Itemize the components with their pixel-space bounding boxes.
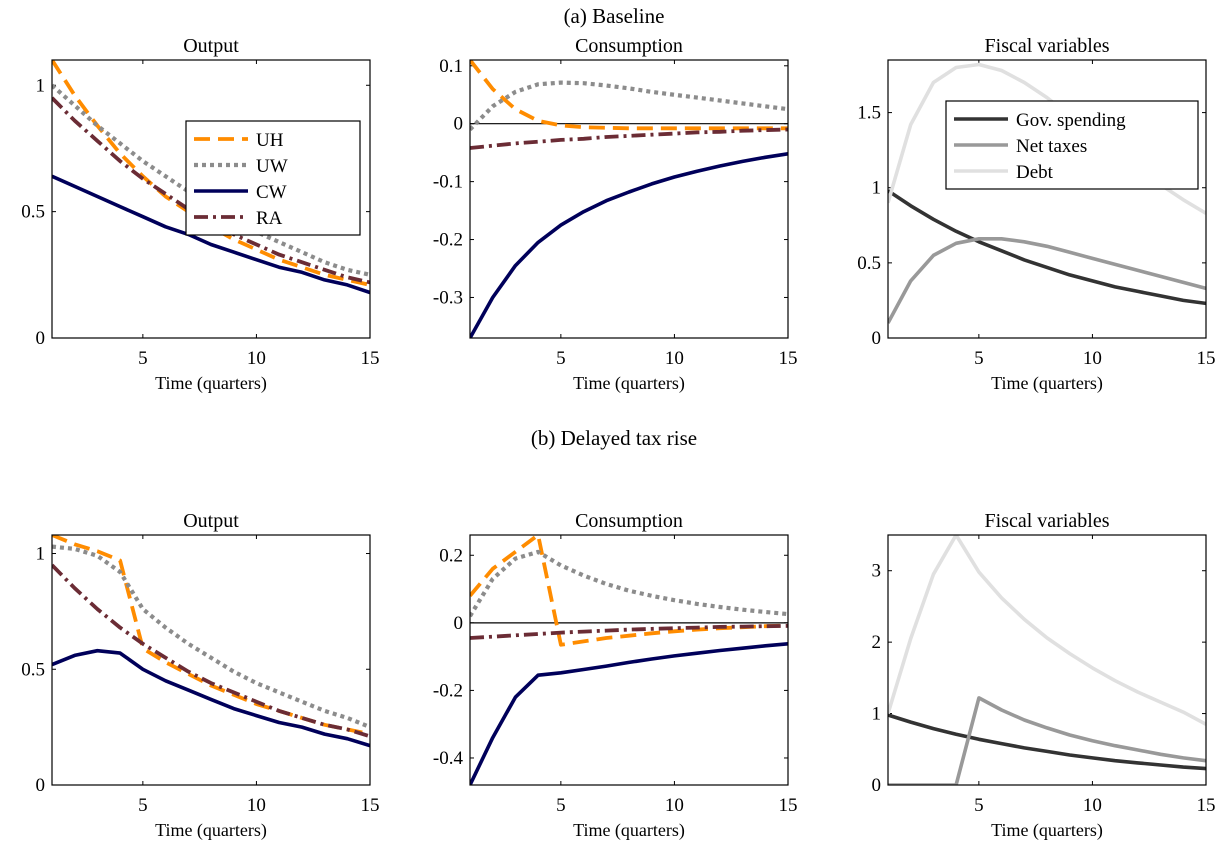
legend-label-uw: UW	[256, 156, 288, 177]
y-tick-label: 1.5	[857, 103, 881, 124]
legend-label-debt: Debt	[1016, 162, 1054, 183]
legend: Gov. spending Net taxes Debt	[946, 101, 1198, 189]
series-line-series-2	[470, 552, 788, 616]
series-line-net-taxes	[888, 239, 1206, 323]
y-tick-label: 1	[872, 178, 882, 199]
x-tick-label: 10	[1083, 795, 1102, 816]
y-tick-label: -0.2	[433, 230, 463, 251]
subplot-title: Fiscal variables	[985, 35, 1110, 57]
series-line-series-2	[470, 83, 788, 130]
x-tick-label: 15	[361, 348, 380, 369]
x-tick-label: 15	[1197, 795, 1216, 816]
x-axis-label: Time (quarters)	[991, 373, 1103, 394]
x-tick-label: 15	[361, 795, 380, 816]
x-tick-label: 5	[138, 348, 148, 369]
y-tick-label: 0.1	[439, 56, 463, 77]
y-tick-label: -0.3	[433, 287, 463, 308]
y-tick-label: 0.5	[857, 253, 881, 274]
series-line-series-3	[470, 154, 788, 338]
y-tick-label: 0	[454, 114, 464, 135]
subplot-title: Consumption	[575, 510, 683, 532]
y-tick-label: 2	[872, 632, 882, 653]
x-tick-label: 5	[556, 795, 566, 816]
x-axis-label: Time (quarters)	[155, 373, 267, 394]
y-tick-label: 1	[36, 544, 46, 565]
y-tick-label: -0.4	[433, 748, 464, 769]
legend-label-uh: UH	[256, 130, 284, 151]
subplot-a-output: Output Time (quarters) 5 10 15 0 0.5 1 UH UW CW RA	[21, 35, 379, 394]
legend-label-gov-spending: Gov. spending	[1016, 110, 1126, 131]
y-tick-label: 0	[454, 613, 464, 634]
x-tick-label: 10	[665, 795, 684, 816]
legend-label-cw: CW	[256, 182, 287, 203]
series-line-series-3	[888, 535, 1206, 724]
y-tick-label: 0	[36, 775, 46, 796]
x-axis-label: Time (quarters)	[155, 820, 267, 841]
subplot-a-fiscal-variables: Fiscal variables Time (quarters) 5 10 15 0 0.5…	[857, 35, 1215, 394]
x-tick-label: 5	[556, 348, 566, 369]
y-tick-label: 0	[36, 328, 46, 349]
x-tick-label: 15	[1197, 348, 1216, 369]
subplot-b-consumption: Consumption Time (quarters) 5 10 15 -0.4 -0.2 0…	[433, 510, 798, 841]
axes-frame	[470, 535, 788, 785]
y-tick-label: 3	[872, 561, 882, 582]
legend: UH UW CW RA	[186, 121, 360, 235]
x-tick-label: 10	[1083, 348, 1102, 369]
subplot-title: Output	[183, 35, 239, 57]
x-tick-label: 10	[665, 348, 684, 369]
y-tick-label: 0.5	[21, 659, 45, 680]
series-line-series-2	[888, 698, 1206, 785]
subplot-title: Consumption	[575, 35, 683, 57]
x-axis-label: Time (quarters)	[573, 373, 685, 394]
series-line-series-1	[52, 535, 370, 734]
subplot-title: Output	[183, 510, 239, 532]
x-tick-label: 5	[974, 795, 984, 816]
series-line-series-3	[52, 651, 370, 746]
x-tick-label: 15	[779, 348, 798, 369]
x-tick-label: 15	[779, 795, 798, 816]
legend-label-net-taxes: Net taxes	[1016, 136, 1087, 157]
y-tick-label: -0.2	[433, 680, 463, 701]
x-tick-label: 5	[974, 348, 984, 369]
x-tick-label: 10	[247, 795, 266, 816]
y-tick-label: 1	[872, 704, 882, 725]
x-axis-label: Time (quarters)	[573, 820, 685, 841]
x-tick-label: 10	[247, 348, 266, 369]
subplot-b-output: Output Time (quarters) 5 10 15 0 0.5 1	[21, 510, 379, 841]
series-line-series-3	[470, 644, 788, 785]
y-tick-label: -0.1	[433, 172, 463, 193]
series-line-series-1	[888, 715, 1206, 769]
legend-label-ra: RA	[256, 208, 283, 229]
y-tick-label: 1	[36, 75, 46, 96]
y-tick-label: 0.2	[439, 545, 463, 566]
y-tick-label: 0	[872, 328, 882, 349]
subplot-a-consumption: Consumption Time (quarters) 5 10 15 -0.3 -0.2 -…	[433, 35, 798, 394]
series-line-series-4	[470, 130, 788, 149]
series-line-series-1	[470, 60, 788, 128]
axes-frame	[470, 60, 788, 338]
subplot-b-fiscal-variables: Fiscal variables Time (quarters) 5 10 15 0 1 2 3	[872, 510, 1216, 841]
x-axis-label: Time (quarters)	[991, 820, 1103, 841]
y-tick-label: 0	[872, 775, 882, 796]
y-tick-label: 0.5	[21, 202, 45, 223]
x-tick-label: 5	[138, 795, 148, 816]
subplot-title: Fiscal variables	[985, 510, 1110, 532]
